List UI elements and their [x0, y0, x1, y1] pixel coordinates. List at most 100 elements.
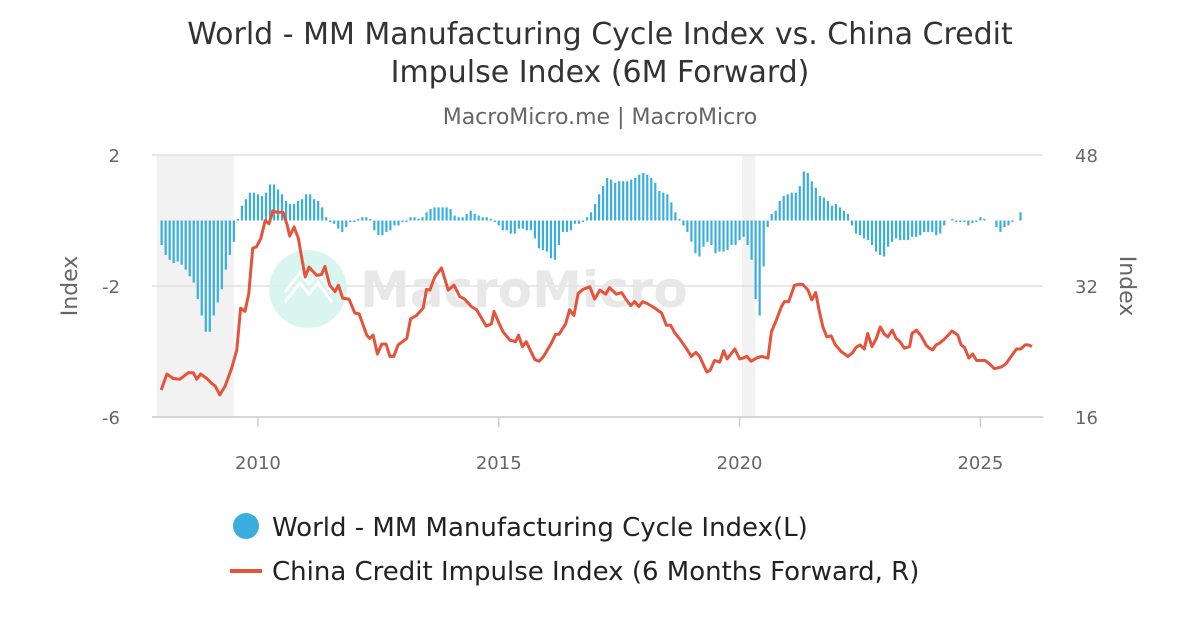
- bar: [702, 220, 705, 247]
- left-tick-label: 2: [109, 146, 120, 167]
- legend-item-bars[interactable]: World - MM Manufacturing Cycle Index(L): [233, 513, 808, 543]
- bar: [931, 220, 934, 232]
- bar: [838, 207, 842, 221]
- bar: [646, 174, 649, 221]
- watermark-logo-mark: [283, 270, 334, 303]
- bar: [252, 192, 256, 221]
- bar: [397, 220, 400, 226]
- bar: [766, 220, 769, 228]
- bar: [614, 182, 617, 221]
- bar: [854, 220, 858, 234]
- bar: [943, 220, 946, 226]
- bar: [959, 220, 962, 222]
- bar: [923, 220, 926, 232]
- bar: [790, 192, 793, 221]
- bar: [244, 199, 248, 221]
- bar: [449, 209, 452, 221]
- bar: [638, 174, 641, 221]
- bar: [907, 220, 910, 241]
- bar: [301, 199, 304, 221]
- bar: [188, 220, 191, 277]
- bar: [292, 204, 296, 221]
- bar: [349, 220, 352, 223]
- bar: [738, 220, 741, 241]
- bar: [573, 220, 577, 224]
- bar: [236, 218, 239, 221]
- bar: [561, 220, 565, 232]
- bar: [228, 220, 231, 255]
- bar: [1011, 220, 1014, 223]
- bar: [899, 220, 902, 241]
- bar: [337, 220, 340, 229]
- bar: [694, 220, 697, 254]
- right-tick-label: 48: [1075, 146, 1098, 167]
- bar: [710, 220, 713, 246]
- bar: [180, 220, 183, 265]
- chart-title-line1: World - MM Manufacturing Cycle Index vs.…: [187, 17, 1013, 52]
- bar: [509, 220, 512, 234]
- bar: [1007, 220, 1010, 226]
- bar: [256, 194, 260, 221]
- bar: [581, 220, 585, 222]
- bar: [606, 177, 609, 221]
- bar: [830, 205, 833, 221]
- bar: [935, 220, 938, 236]
- bar: [477, 215, 480, 221]
- bar: [874, 220, 878, 252]
- bar: [445, 207, 448, 221]
- bar: [533, 220, 536, 239]
- bar: [963, 220, 966, 222]
- bar: [473, 213, 476, 221]
- bar: [602, 186, 605, 221]
- bar: [220, 220, 223, 290]
- bar: [437, 207, 440, 221]
- bar: [329, 220, 332, 222]
- bar: [890, 220, 894, 242]
- bar: [429, 209, 432, 221]
- x-tick-label: 2010: [235, 453, 281, 474]
- bar: [919, 220, 922, 236]
- bar: [915, 220, 918, 237]
- bar: [529, 220, 532, 231]
- bar: [878, 220, 882, 255]
- bar: [682, 220, 685, 226]
- bar: [553, 220, 557, 260]
- bar: [493, 220, 496, 222]
- bar: [545, 220, 549, 252]
- bar: [577, 220, 581, 224]
- bar: [481, 217, 484, 221]
- bar: [762, 220, 765, 267]
- bar: [421, 217, 424, 221]
- bar: [818, 195, 821, 221]
- bar: [850, 220, 854, 226]
- bar: [975, 220, 978, 222]
- bar: [381, 220, 384, 236]
- bar: [469, 210, 472, 221]
- bar: [309, 194, 312, 221]
- bar: [967, 220, 970, 226]
- bar: [485, 217, 488, 221]
- axes: 2 -2 -6 48 32 16 2010 2015 2020 2025: [102, 146, 1098, 474]
- bar: [280, 194, 284, 221]
- legend-item-line[interactable]: China Credit Impulse Index (6 Months For…: [230, 557, 919, 587]
- bar: [389, 220, 392, 231]
- bar: [794, 192, 797, 221]
- bar: [826, 200, 829, 221]
- bar: [569, 220, 573, 231]
- legend-bar-marker-icon: [233, 513, 259, 539]
- bar: [409, 217, 412, 221]
- bar: [541, 220, 545, 250]
- bar: [674, 212, 677, 221]
- bar: [377, 220, 380, 236]
- bar: [260, 195, 264, 221]
- bar: [305, 194, 308, 221]
- bar: [325, 217, 328, 221]
- left-tick-label: -2: [102, 277, 120, 298]
- bar: [814, 187, 817, 221]
- watermark: MacroMicro: [269, 250, 688, 328]
- bar: [433, 207, 436, 221]
- bar: [983, 218, 986, 221]
- bar: [489, 218, 492, 221]
- bar: [176, 220, 179, 262]
- bar: [758, 220, 761, 316]
